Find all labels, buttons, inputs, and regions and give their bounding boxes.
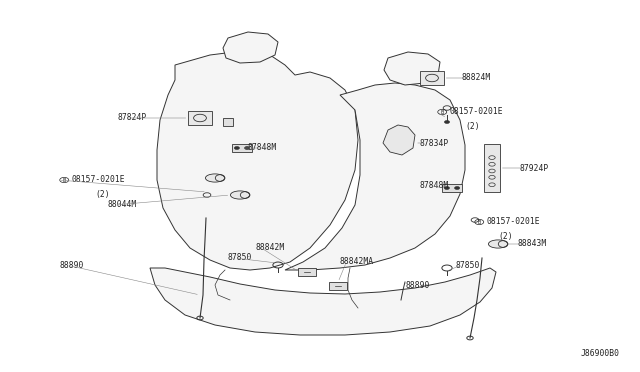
Circle shape: [454, 186, 460, 189]
Ellipse shape: [205, 174, 225, 182]
Text: 08157-0201E: 08157-0201E: [486, 218, 540, 227]
Text: J86900B0: J86900B0: [581, 349, 620, 358]
Text: B: B: [440, 109, 444, 115]
Text: 87850: 87850: [228, 253, 252, 263]
Ellipse shape: [488, 240, 508, 248]
Text: B: B: [477, 219, 481, 224]
Bar: [232, 144, 252, 153]
Text: (2): (2): [465, 122, 479, 131]
Text: 87924P: 87924P: [520, 164, 549, 173]
Polygon shape: [150, 268, 496, 335]
Bar: [329, 282, 347, 290]
Circle shape: [244, 147, 250, 150]
Polygon shape: [157, 50, 358, 270]
Polygon shape: [383, 125, 415, 155]
Text: 88842MA: 88842MA: [340, 257, 374, 266]
Text: 08157-0201E: 08157-0201E: [449, 108, 503, 116]
Text: 87848M: 87848M: [248, 144, 277, 153]
Bar: [484, 144, 500, 192]
Polygon shape: [384, 52, 440, 85]
Text: 87848M: 87848M: [420, 180, 449, 189]
Bar: [223, 118, 233, 126]
Bar: [442, 183, 462, 192]
Ellipse shape: [230, 191, 250, 199]
Text: 87850: 87850: [455, 260, 479, 269]
Circle shape: [444, 121, 449, 124]
Text: B: B: [63, 177, 66, 183]
Bar: [298, 268, 316, 276]
Bar: [188, 110, 211, 125]
Text: 87824P: 87824P: [118, 113, 147, 122]
Text: 88890: 88890: [405, 280, 429, 289]
Circle shape: [234, 147, 239, 150]
Text: 88824M: 88824M: [462, 74, 492, 83]
Bar: [420, 71, 444, 86]
Text: 88890: 88890: [60, 260, 84, 269]
Text: 88842M: 88842M: [255, 244, 284, 253]
Text: 88843M: 88843M: [518, 240, 547, 248]
Text: (2): (2): [95, 190, 109, 199]
Text: 87834P: 87834P: [420, 138, 449, 148]
Circle shape: [444, 186, 449, 189]
Polygon shape: [285, 83, 465, 270]
Polygon shape: [223, 32, 278, 63]
Text: 08157-0201E: 08157-0201E: [71, 176, 125, 185]
Text: 88044M: 88044M: [108, 201, 137, 209]
Text: (2): (2): [498, 232, 513, 241]
